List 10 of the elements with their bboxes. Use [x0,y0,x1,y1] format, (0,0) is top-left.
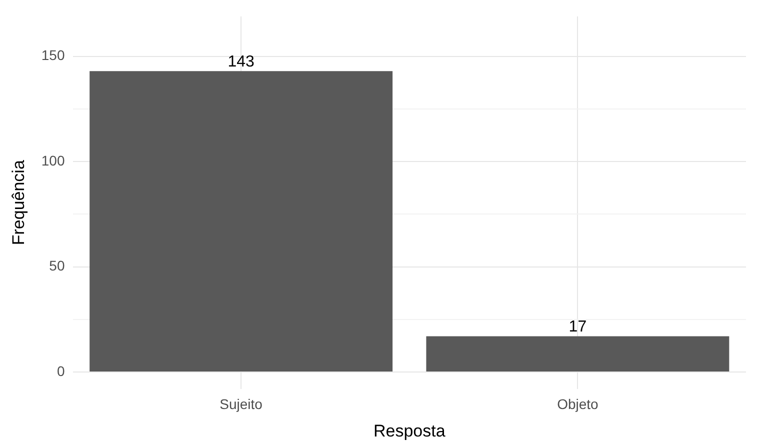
x-tick-label: Sujeito [220,396,263,412]
y-tick-label: 0 [56,362,65,379]
x-axis-title: Resposta [373,421,446,440]
x-tick-label: Objeto [557,396,599,412]
y-tick-label: 150 [41,47,65,64]
data-label: 17 [568,318,587,336]
y-axis-title: Frequência [8,160,28,246]
data-label: 143 [228,54,255,71]
y-tick-label: 100 [41,152,65,168]
y-tick-label: 50 [49,258,65,274]
